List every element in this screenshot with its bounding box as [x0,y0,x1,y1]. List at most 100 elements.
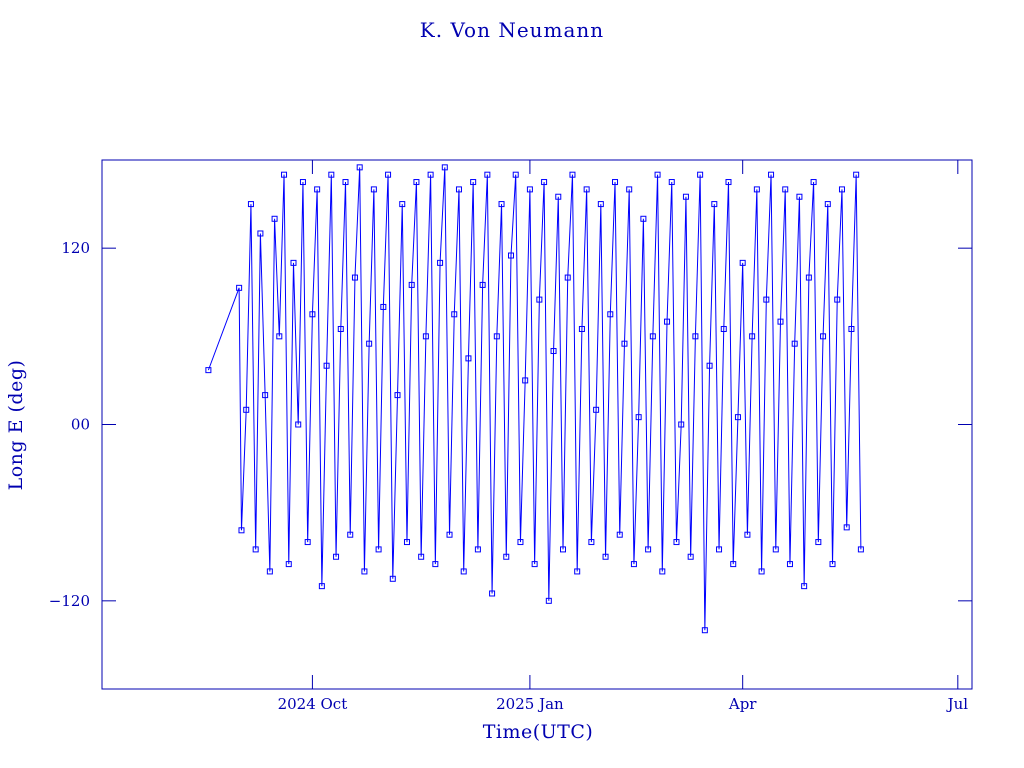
data-point [768,171,775,178]
data-point [238,527,245,534]
x-tick-label: 2025 Jan [496,695,564,713]
y-tick-label: 00 [71,416,90,434]
data-point [333,553,340,560]
data-point [247,201,254,208]
data-point [654,171,661,178]
data-point [441,164,448,171]
x-axis-label: Time(UTC) [483,721,594,743]
data-point [422,333,429,340]
data-point [403,539,410,546]
data-point [701,627,708,634]
chart-title: K. Von Neumann [420,18,604,42]
data-point [753,186,760,193]
data-point [711,201,718,208]
data-point [635,414,642,421]
data-point [366,340,373,347]
data-point [815,539,822,546]
data-point [479,281,486,288]
data-point [716,546,723,553]
data-point [545,597,552,604]
data-point [342,179,349,186]
data-point [399,201,406,208]
data-point [583,186,590,193]
data-point [588,539,595,546]
y-axis-label: Long E (deg) [5,360,27,491]
data-point [318,583,325,590]
data-point [493,333,500,340]
data-point [484,171,491,178]
data-point [389,575,396,582]
data-point [394,392,401,399]
data-point [574,568,581,575]
data-point [786,561,793,568]
data-point [725,179,732,186]
data-point [829,561,836,568]
data-point [749,333,756,340]
data-point [550,348,557,355]
data-point [692,333,699,340]
plot-area [205,164,864,634]
data-point [309,311,316,318]
data-point [678,421,685,428]
data-point [370,186,377,193]
data-point [347,531,354,538]
data-point [418,553,425,560]
data-point [299,179,306,186]
data-point [739,259,746,266]
data-point [446,531,453,538]
data-point [555,193,562,200]
data-point [243,406,250,413]
data-point [465,355,472,362]
data-point [276,333,283,340]
data-point [734,414,741,421]
data-point [512,171,519,178]
data-point [758,568,765,575]
data-point [857,546,864,553]
data-point [451,311,458,318]
data-point [791,340,798,347]
data-point [597,201,604,208]
data-point [730,561,737,568]
data-point [356,164,363,171]
y-tick-label: −120 [49,592,90,610]
data-point [266,568,273,575]
data-point [763,296,770,303]
data-point [507,252,514,259]
data-point [834,296,841,303]
data-point [460,568,467,575]
data-point [664,318,671,325]
x-tick-label: 2024 Oct [278,695,348,713]
x-tick-label: Apr [728,695,757,713]
data-point [408,281,415,288]
data-point [607,311,614,318]
data-point [824,201,831,208]
data-point [640,215,647,222]
data-point [285,561,292,568]
data-point [437,259,444,266]
data-point [489,590,496,597]
data-point [271,215,278,222]
data-point [380,303,387,310]
data-point [541,179,548,186]
data-point [805,274,812,281]
data-point [498,201,505,208]
data-point [706,362,713,369]
data-point [645,546,652,553]
data-point [593,406,600,413]
data-point [848,325,855,332]
data-point [536,296,543,303]
data-point [236,284,243,291]
data-point [602,553,609,560]
data-point [361,568,368,575]
data-point [281,171,288,178]
data-point [772,546,779,553]
data-point [531,561,538,568]
data-point [659,568,666,575]
data-point [295,421,302,428]
data-point [687,553,694,560]
data-point [474,546,481,553]
data-point [503,553,510,560]
data-point [621,340,628,347]
data-point [668,179,675,186]
data-point [432,561,439,568]
